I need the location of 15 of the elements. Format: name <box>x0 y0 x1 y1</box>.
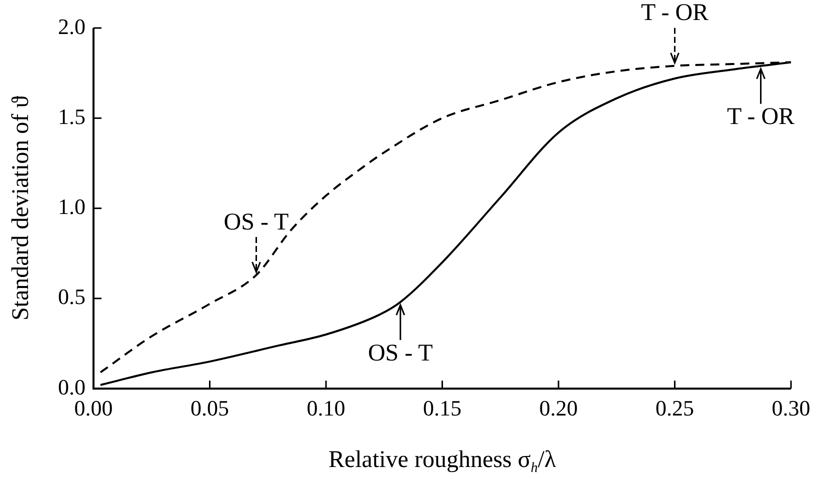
annotation: T - OR <box>640 0 709 26</box>
x-tick-label: 0.15 <box>423 396 462 421</box>
x-tick-label: 0.25 <box>656 396 694 421</box>
x-tick-label: 0.10 <box>306 396 346 421</box>
x-tick-label: 0.20 <box>539 396 578 421</box>
annotation: OS - T <box>368 340 434 366</box>
x-tick-label: 0.30 <box>772 396 810 421</box>
annotation: T - OR <box>726 104 795 130</box>
y-tick-label: 0.5 <box>58 284 86 310</box>
y-axis-title: Standard deviation of ϑ <box>8 96 34 321</box>
y-tick-label: 2.0 <box>58 14 86 39</box>
y-tick-label: 1.5 <box>58 104 86 129</box>
y-tick-label: 1.0 <box>58 194 86 220</box>
annotation: OS - T <box>224 209 290 236</box>
x-tick-label: 0.05 <box>190 396 229 421</box>
